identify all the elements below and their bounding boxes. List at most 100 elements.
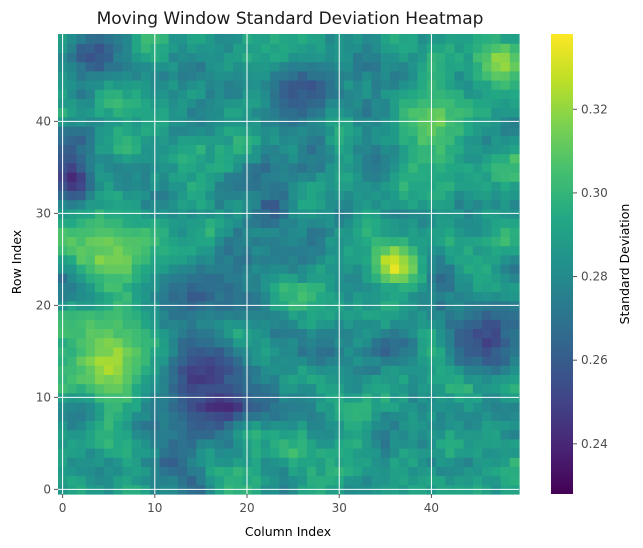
heatmap-cell [94, 291, 105, 302]
heatmap-cell [251, 420, 262, 431]
heatmap-cell [362, 264, 373, 274]
heatmap-cell [325, 52, 336, 63]
heatmap-cell [279, 236, 290, 247]
heatmap-cell [500, 383, 511, 394]
heatmap-cell [371, 126, 382, 136]
heatmap-cell [399, 374, 409, 385]
heatmap-cell [113, 89, 124, 99]
heatmap-cell [472, 144, 483, 155]
heatmap-cell [159, 181, 170, 191]
heatmap-cell [177, 172, 188, 182]
heatmap-cell [233, 264, 243, 274]
heatmap-cell [270, 273, 280, 283]
heatmap-cell [500, 181, 511, 191]
heatmap-cell [408, 337, 419, 348]
heatmap-cell [140, 475, 151, 486]
heatmap-cell [389, 254, 400, 265]
heatmap-cell [482, 98, 492, 109]
heatmap-cell [371, 310, 382, 320]
heatmap-cell [389, 61, 400, 72]
heatmap-cell [472, 457, 483, 467]
heatmap-cell [380, 254, 391, 265]
heatmap-cell [251, 245, 262, 256]
heatmap-cell [491, 126, 502, 136]
heatmap-cell [122, 356, 133, 366]
heatmap-cell [104, 181, 114, 191]
heatmap-cell [131, 236, 142, 247]
heatmap-cell [113, 144, 124, 155]
heatmap-cell [168, 420, 179, 431]
heatmap-cell [67, 70, 78, 81]
heatmap-cell [343, 466, 354, 477]
heatmap-cell [177, 61, 188, 72]
heatmap-cell [353, 162, 363, 173]
heatmap-cell [223, 89, 234, 99]
heatmap-cell [288, 153, 299, 164]
heatmap-cell [417, 374, 428, 385]
heatmap-cell [353, 475, 363, 486]
heatmap-cell [279, 438, 290, 449]
heatmap-cell [288, 52, 299, 63]
heatmap-cell [399, 34, 409, 44]
heatmap-cell [94, 153, 105, 164]
heatmap-cell [417, 420, 428, 431]
heatmap-cell [104, 89, 114, 99]
heatmap-cell [270, 346, 280, 357]
heatmap-cell [113, 98, 124, 109]
heatmap-cell [122, 328, 133, 339]
heatmap-cell [500, 282, 511, 293]
heatmap-cell [353, 273, 363, 283]
heatmap-cell [279, 199, 290, 210]
heatmap-cell [306, 89, 317, 99]
heatmap-cell [85, 181, 96, 191]
heatmap-cell [399, 43, 409, 53]
heatmap-cell [104, 153, 114, 164]
heatmap-cell [454, 254, 465, 265]
heatmap-cell [104, 282, 114, 293]
heatmap-cell [288, 475, 299, 486]
heatmap-cell [270, 282, 280, 293]
heatmap-cell [196, 70, 207, 81]
heatmap-cell [140, 273, 151, 283]
heatmap-cell [491, 218, 502, 228]
heatmap-cell [177, 328, 188, 339]
heatmap-cell [454, 236, 465, 247]
heatmap-cell [279, 337, 290, 348]
heatmap-cell [353, 438, 363, 449]
heatmap-cell [177, 346, 188, 357]
heatmap-cell [122, 457, 133, 467]
heatmap-cell [380, 319, 391, 329]
heatmap-cell [279, 420, 290, 431]
heatmap-cell [509, 346, 520, 357]
heatmap-cell [491, 411, 502, 421]
heatmap-cell [389, 420, 400, 431]
heatmap-cell [223, 172, 234, 182]
heatmap-cell [76, 236, 87, 247]
heatmap-cell [445, 181, 456, 191]
heatmap-cell [472, 43, 483, 53]
heatmap-cell [325, 144, 336, 155]
heatmap-cell [482, 236, 492, 247]
heatmap-cell [140, 245, 151, 256]
heatmap-cell [297, 448, 308, 458]
heatmap-cell [94, 144, 105, 155]
heatmap-cell [67, 383, 78, 394]
heatmap-cell [353, 356, 363, 366]
heatmap-cell [122, 383, 133, 394]
heatmap-cell [463, 190, 474, 201]
heatmap-cell [205, 126, 216, 136]
heatmap-cell [270, 310, 280, 320]
heatmap-cell [436, 70, 446, 81]
heatmap-cell [113, 365, 124, 375]
heatmap-cell [500, 310, 511, 320]
heatmap-cell [380, 420, 391, 431]
heatmap-cell [343, 383, 354, 394]
heatmap-cell [288, 218, 299, 228]
heatmap-cell [140, 448, 151, 458]
heatmap-cell [472, 52, 483, 63]
heatmap-cell [454, 245, 465, 256]
heatmap-cell [482, 144, 492, 155]
heatmap-cell [454, 374, 465, 385]
heatmap-cell [159, 438, 170, 449]
heatmap-cell [297, 365, 308, 375]
